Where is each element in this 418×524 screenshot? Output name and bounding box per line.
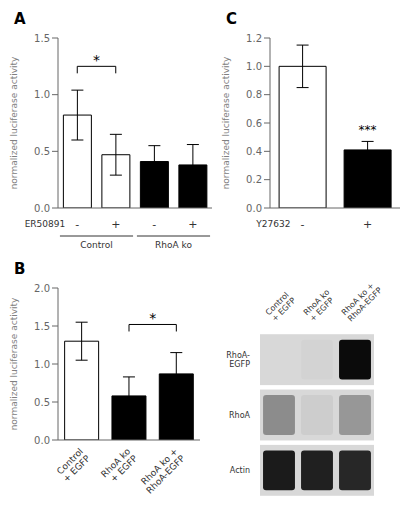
svg-text:*: * <box>149 310 156 326</box>
svg-text:RhoA ko +RhoA-EGFP: RhoA ko +RhoA-EGFP <box>340 279 384 323</box>
svg-text:normalized luciferase activity: normalized luciferase activity <box>221 56 231 189</box>
svg-text:1.5: 1.5 <box>34 321 50 332</box>
svg-text:2.0: 2.0 <box>34 283 50 294</box>
svg-text:0.0: 0.0 <box>34 203 50 214</box>
svg-text:0.5: 0.5 <box>34 397 50 408</box>
html-text:A: A <box>14 10 26 28</box>
svg-text:Control+ EGFP: Control+ EGFP <box>264 290 298 324</box>
svg-text:+: + <box>363 218 372 231</box>
svg-text:0.2: 0.2 <box>246 174 262 185</box>
svg-text:0.6: 0.6 <box>246 118 262 129</box>
svg-text:+: + <box>111 218 120 231</box>
svg-text:RhoA ko +RhoA-EGFP: RhoA ko +RhoA-EGFP <box>137 446 187 496</box>
svg-text:RhoA ko+ EGFP: RhoA ko+ EGFP <box>302 288 338 324</box>
svg-text:0.8: 0.8 <box>246 89 262 100</box>
svg-text:Y27632: Y27632 <box>255 219 290 229</box>
svg-text:0.4: 0.4 <box>246 146 262 157</box>
svg-text:1.0: 1.0 <box>246 61 262 72</box>
svg-text:normalized luciferase activity: normalized luciferase activity <box>9 56 19 189</box>
svg-text:-: - <box>75 218 79 231</box>
svg-text:-: - <box>301 218 305 231</box>
svg-text:0.0: 0.0 <box>246 203 262 214</box>
svg-text:Control: Control <box>80 240 113 250</box>
svg-text:Actin: Actin <box>230 466 250 475</box>
svg-text:1.0: 1.0 <box>34 89 50 100</box>
svg-text:RhoA ko: RhoA ko <box>155 240 192 250</box>
svg-text:***: *** <box>359 123 377 137</box>
svg-text:1.0: 1.0 <box>34 359 50 370</box>
svg-text:1.2: 1.2 <box>246 33 262 44</box>
html-text:B: B <box>14 260 26 278</box>
svg-text:normalized luciferase activity: normalized luciferase activity <box>9 297 19 430</box>
svg-text:+: + <box>188 218 197 231</box>
svg-text:RhoA: RhoA <box>229 411 251 420</box>
svg-text:0.0: 0.0 <box>34 435 50 446</box>
svg-text:0.5: 0.5 <box>34 146 50 157</box>
svg-text:RhoA-EGFP: RhoA-EGFP <box>226 351 250 369</box>
svg-text:ER50891: ER50891 <box>25 219 66 229</box>
svg-text:*: * <box>93 52 100 68</box>
svg-text:RhoA ko+ EGFP: RhoA ko+ EGFP <box>99 446 140 487</box>
svg-text:1.5: 1.5 <box>34 33 50 44</box>
html-text:C: C <box>226 10 237 28</box>
svg-text:-: - <box>152 218 156 231</box>
svg-text:Control+ EGFP: Control+ EGFP <box>54 446 92 484</box>
